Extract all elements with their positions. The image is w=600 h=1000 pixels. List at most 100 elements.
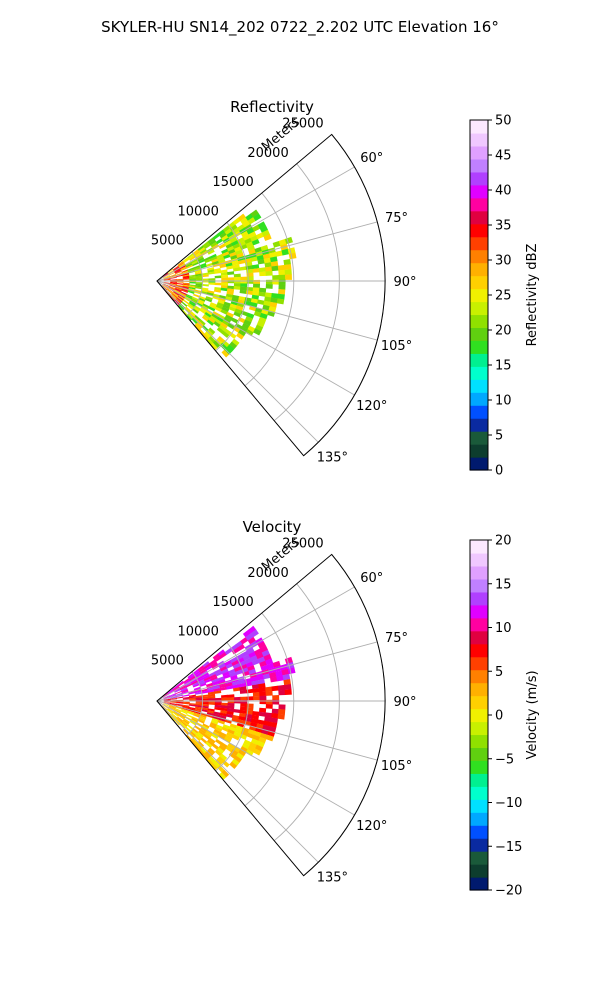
echo-cell — [253, 279, 261, 285]
echo-cell — [163, 283, 170, 287]
echo-cell — [193, 306, 200, 313]
echo-cell — [163, 699, 171, 701]
echo-cell — [169, 274, 177, 277]
echo-cell — [175, 287, 182, 291]
echo-cell — [177, 295, 185, 301]
echo-cell — [254, 648, 263, 656]
echo-cell — [192, 728, 199, 734]
echo-cell — [195, 722, 203, 728]
echo-cell — [218, 678, 226, 684]
echo-cell — [258, 687, 267, 693]
echo-cell — [212, 260, 220, 266]
azimuth-tick-label: 135° — [317, 450, 348, 465]
echo-cell — [253, 328, 262, 336]
echo-cell — [204, 297, 213, 303]
colorbar-tick-label: 40 — [495, 184, 512, 199]
echo-cell — [214, 306, 223, 313]
echo-cell — [284, 274, 292, 280]
echo-cell — [204, 732, 212, 738]
echo-cell — [239, 689, 247, 694]
echo-cell — [181, 269, 189, 273]
colorbar-segment — [470, 760, 488, 774]
echo-cell — [257, 299, 265, 306]
echo-cell — [226, 311, 234, 318]
echo-cell — [202, 661, 210, 668]
echo-cell — [226, 245, 235, 252]
echo-cell — [175, 298, 182, 304]
echo-cell — [257, 719, 265, 726]
echo-cell — [167, 708, 174, 713]
echo-cell — [174, 288, 182, 293]
echo-cell — [174, 688, 182, 693]
echo-cell — [171, 293, 177, 300]
echo-cell — [245, 749, 254, 757]
echo-cell — [195, 697, 203, 700]
echo-cell — [210, 720, 219, 725]
echo-cell — [211, 743, 220, 750]
colorbar-segment — [470, 197, 488, 212]
echo-cell — [245, 316, 253, 323]
echo-cell — [191, 297, 199, 303]
echo-cell — [176, 284, 184, 287]
echo-cell — [253, 730, 262, 738]
echo-cell — [277, 264, 286, 271]
radar-panels: Reflectivity60°75°90°105°120°135°5000100… — [151, 98, 540, 899]
echo-cell — [205, 730, 213, 736]
echo-cell — [218, 324, 227, 332]
echo-cell — [217, 649, 226, 657]
echo-cell — [233, 273, 241, 278]
echo-cell — [194, 707, 202, 712]
echo-cell — [207, 687, 215, 691]
echo-cell — [217, 676, 225, 682]
echo-cell — [199, 264, 207, 269]
azimuth-tick-label: 60° — [360, 151, 383, 166]
echo-cell — [229, 671, 237, 678]
echo-cell — [189, 277, 197, 280]
echo-cell — [246, 732, 255, 739]
echo-cell — [214, 690, 222, 694]
echo-cell — [174, 709, 181, 714]
echo-cell — [167, 688, 174, 694]
echo-cell — [255, 744, 264, 752]
echo-cell — [188, 691, 196, 695]
echo-cell — [232, 734, 240, 741]
reflectivity-panel: Reflectivity60°75°90°105°120°135°5000100… — [151, 98, 540, 479]
echo-cell — [264, 712, 273, 718]
echo-cell — [219, 712, 227, 717]
echo-cell — [201, 274, 209, 278]
echo-cell — [208, 282, 216, 285]
echo-cell — [263, 720, 271, 727]
echo-cell — [206, 319, 214, 326]
echo-cell — [191, 737, 198, 745]
echo-cell — [271, 265, 279, 272]
colorbar-segment — [470, 314, 488, 329]
echo-cell — [250, 235, 259, 242]
echo-cell — [187, 290, 195, 294]
echo-cell — [247, 745, 256, 753]
echo-cell — [242, 654, 251, 661]
echo-cell — [218, 744, 227, 752]
echo-cell — [174, 269, 182, 274]
range-tick-label: 25000 — [282, 116, 323, 131]
echo-cell — [233, 731, 242, 738]
echo-cell — [189, 720, 197, 726]
colorbar-segment — [470, 734, 488, 749]
echo-cell — [197, 740, 205, 748]
azimuth-tick-label: 90° — [393, 275, 416, 290]
range-tick-label: 10000 — [178, 624, 219, 639]
colorbar-segment — [470, 708, 488, 723]
echo-cell — [237, 213, 246, 222]
echo-cell — [241, 322, 250, 330]
echo-cell — [172, 685, 180, 691]
echo-cell — [202, 333, 210, 341]
echo-cell — [192, 681, 200, 687]
echo-cell — [230, 317, 239, 324]
colorbar-tick-label: −15 — [495, 840, 522, 855]
echo-cell — [216, 327, 225, 334]
echo-cell — [227, 697, 235, 701]
echo-cell — [232, 217, 241, 225]
echo-cell — [214, 655, 222, 662]
echo-cell — [208, 671, 216, 677]
echo-cell — [194, 323, 201, 331]
